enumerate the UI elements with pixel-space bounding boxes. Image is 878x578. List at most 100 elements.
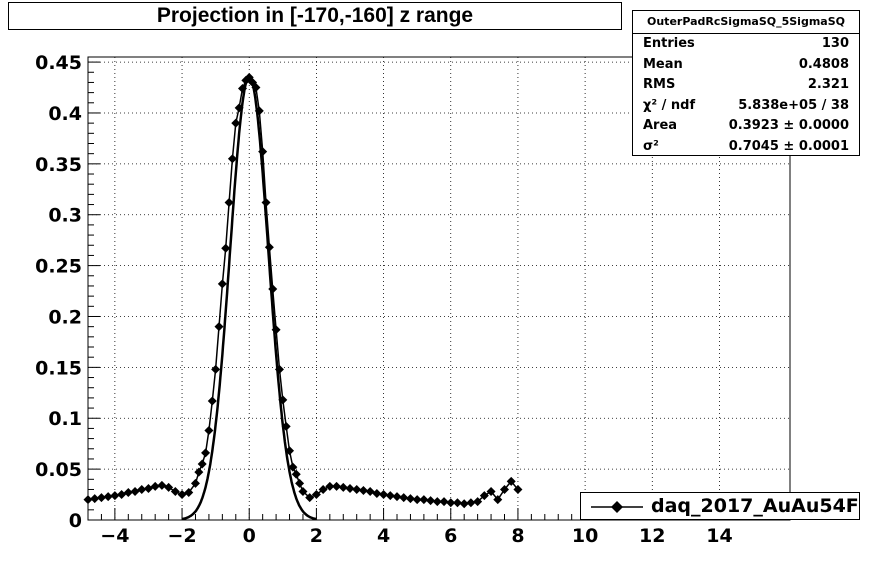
- data-point: [254, 106, 264, 116]
- x-tick-label: 12: [639, 525, 665, 547]
- data-point: [117, 490, 127, 500]
- data-point: [207, 396, 217, 406]
- data-point: [358, 485, 368, 495]
- x-tick-label: 0: [243, 525, 256, 547]
- y-tick-label: 0.25: [35, 256, 82, 278]
- stats-row-sigma2: σ² 0.7045 ± 0.0001: [633, 137, 859, 158]
- data-point: [197, 459, 207, 469]
- y-tick-label: 0.1: [48, 408, 82, 430]
- data-point: [90, 494, 100, 504]
- data-point: [365, 487, 375, 497]
- x-tick-label: 2: [310, 525, 323, 547]
- data-point: [513, 484, 523, 494]
- data-point: [211, 364, 221, 374]
- data-point: [466, 498, 476, 508]
- data-point: [419, 495, 429, 505]
- stats-key: χ² / ndf: [643, 97, 696, 113]
- data-point: [291, 469, 301, 479]
- y-tick-label: 0.45: [35, 52, 82, 74]
- stats-key: Area: [643, 118, 678, 133]
- data-point: [96, 493, 106, 503]
- fit-curve: [181, 74, 317, 521]
- x-tick-label: 6: [444, 525, 457, 547]
- data-point: [459, 499, 469, 509]
- stats-value: 0.3923 ± 0.0000: [728, 118, 849, 133]
- data-point: [338, 482, 348, 492]
- legend-label: daq_2017_AuAu54F: [651, 495, 859, 517]
- data-point: [345, 483, 355, 493]
- data-point: [157, 480, 167, 490]
- data-point: [439, 497, 449, 507]
- data-point: [379, 490, 389, 500]
- stats-value: 0.4808: [798, 56, 849, 72]
- data-point: [486, 487, 496, 497]
- y-tick-label: 0.3: [48, 205, 82, 227]
- data-point: [352, 484, 362, 494]
- y-tick-label: 0.15: [35, 357, 82, 379]
- data-point: [452, 498, 462, 508]
- stats-value: 5.838e+05 / 38: [738, 97, 849, 113]
- data-point: [426, 496, 436, 506]
- data-point: [499, 484, 509, 494]
- data-point: [214, 322, 224, 332]
- data-point: [123, 488, 133, 498]
- data-point: [137, 484, 147, 494]
- stats-value: 130: [821, 36, 849, 51]
- stats-box-name: OuterPadRcSigmaSQ_5SigmaSQ: [633, 11, 859, 34]
- y-tick-label: 0: [69, 510, 82, 532]
- x-tick-label: 4: [377, 525, 390, 547]
- x-tick-label: −2: [167, 525, 196, 547]
- data-point: [432, 497, 442, 507]
- y-tick-label: 0.2: [48, 306, 82, 328]
- data-point: [143, 483, 153, 493]
- data-point: [311, 490, 321, 500]
- data-point: [399, 493, 409, 503]
- data-point: [231, 118, 241, 128]
- data-point: [385, 491, 395, 501]
- data-point: [130, 487, 140, 497]
- data-point: [446, 498, 456, 508]
- stats-row-mean: Mean 0.4808: [633, 55, 859, 76]
- data-point: [493, 495, 503, 505]
- data-point: [221, 243, 231, 253]
- stats-key: RMS: [643, 77, 676, 92]
- y-tick-label: 0.4: [48, 103, 82, 125]
- stats-row-area: Area 0.3923 ± 0.0000: [633, 116, 859, 137]
- data-point: [318, 484, 328, 494]
- legend: daq_2017_AuAu54F: [580, 492, 860, 520]
- x-tick-label: −4: [100, 525, 129, 547]
- data-point: [177, 490, 187, 500]
- data-point: [227, 154, 237, 164]
- data-point: [295, 478, 305, 488]
- data-point: [288, 462, 298, 472]
- y-tick-label: 0.05: [35, 459, 82, 481]
- stats-value: 0.7045 ± 0.0001: [728, 138, 849, 154]
- data-point: [473, 497, 483, 507]
- data-point: [204, 425, 214, 435]
- data-point: [305, 493, 315, 503]
- data-point: [224, 198, 234, 208]
- stats-key: Entries: [643, 36, 695, 51]
- stats-key: Mean: [643, 56, 683, 72]
- data-point: [201, 448, 211, 458]
- data-point: [83, 495, 93, 505]
- data-point: [150, 481, 160, 491]
- data-point: [506, 476, 516, 486]
- data-point: [405, 494, 415, 504]
- data-point: [479, 491, 489, 501]
- data-point: [110, 491, 120, 501]
- data-point: [412, 495, 422, 505]
- x-tick-label: 14: [706, 525, 732, 547]
- data-point: [392, 492, 402, 502]
- stats-row-rms: RMS 2.321: [633, 75, 859, 96]
- data-point: [194, 467, 204, 477]
- data-point: [184, 488, 194, 498]
- data-point: [298, 487, 308, 497]
- x-tick-label: 8: [511, 525, 524, 547]
- x-tick-label: 10: [572, 525, 598, 547]
- data-point: [332, 481, 342, 491]
- stats-row-chi2: χ² / ndf 5.838e+05 / 38: [633, 96, 859, 117]
- chart-title-text: Projection in [-170,-160] z range: [156, 4, 474, 27]
- data-point: [164, 482, 174, 492]
- data-point: [217, 279, 227, 289]
